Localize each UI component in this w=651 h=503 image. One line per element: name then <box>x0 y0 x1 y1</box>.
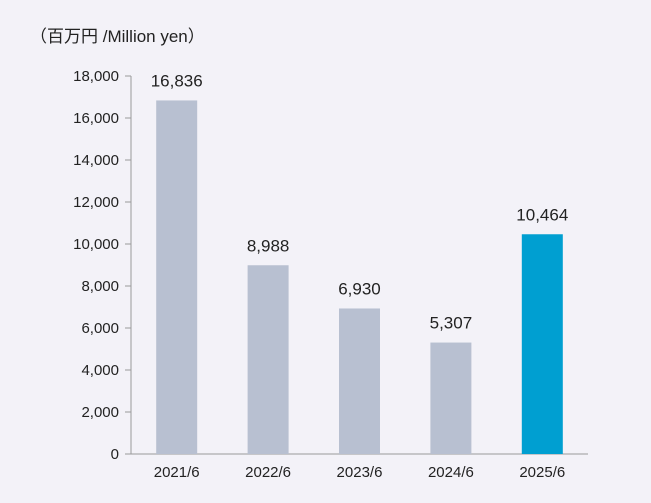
y-tick-label: 6,000 <box>81 320 119 337</box>
bar-value-label: 10,464 <box>516 205 568 224</box>
y-tick-label: 16,000 <box>73 110 119 127</box>
bar-value-label: 6,930 <box>338 279 381 298</box>
x-tick-label: 2025/6 <box>519 464 565 481</box>
x-tick-label: 2024/6 <box>428 464 474 481</box>
x-tick-label: 2022/6 <box>245 464 291 481</box>
bar-2022-6 <box>247 265 289 454</box>
x-tick-label: 2021/6 <box>154 464 200 481</box>
x-tick-label: 2023/6 <box>337 464 383 481</box>
y-tick-label: 10,000 <box>73 236 119 253</box>
y-tick-label: 4,000 <box>81 362 119 379</box>
bar-value-label: 5,307 <box>430 314 473 333</box>
y-tick-label: 2,000 <box>81 404 119 421</box>
bar-value-label: 8,988 <box>247 236 290 255</box>
bar-2023-6 <box>339 308 380 454</box>
bar-2025-6 <box>521 234 563 454</box>
y-tick-label: 0 <box>111 446 119 463</box>
bar-2024-6 <box>430 342 472 454</box>
y-tick-label: 14,000 <box>73 152 119 169</box>
bar-2021-6 <box>156 100 198 454</box>
unit-label: （百万円 /Million yen） <box>30 27 205 46</box>
y-tick-label: 18,000 <box>73 68 119 85</box>
y-tick-label: 12,000 <box>73 194 119 211</box>
bar-value-label: 16,836 <box>151 71 203 90</box>
y-tick-label: 8,000 <box>81 278 119 295</box>
